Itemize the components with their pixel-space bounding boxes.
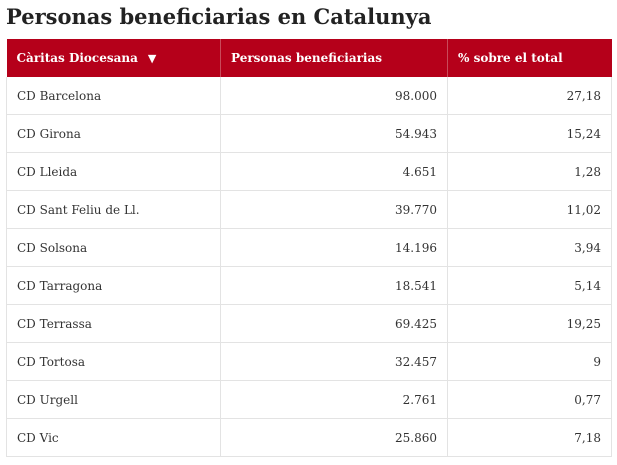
table-row: CD Urgell 2.761 0,77 [6,380,612,419]
column-header-percent[interactable]: % sobre el total [447,39,612,77]
cell-caritas: CD Tortosa [6,342,221,381]
cell-beneficiarias: 69.425 [220,304,448,343]
cell-beneficiarias: 2.761 [220,380,448,419]
cell-caritas: CD Urgell [6,380,221,419]
cell-beneficiarias: 25.860 [220,418,448,457]
table-row: CD Tortosa 32.457 9 [6,342,612,381]
cell-percent: 1,28 [447,152,612,191]
column-header-label: Càritas Diocesana [16,51,138,65]
page-title: Personas beneficiarias en Catalunya [6,4,432,29]
cell-beneficiarias: 98.000 [220,77,448,115]
table-row: CD Girona 54.943 15,24 [6,114,612,153]
table-row: CD Sant Feliu de Ll. 39.770 11,02 [6,190,612,229]
cell-percent: 9 [447,342,612,381]
cell-percent: 27,18 [447,77,612,115]
table-row: CD Tarragona 18.541 5,14 [6,266,612,305]
cell-beneficiarias: 32.457 [220,342,448,381]
cell-beneficiarias: 18.541 [220,266,448,305]
cell-caritas: CD Terrassa [6,304,221,343]
column-header-label: Personas beneficiarias [231,51,383,65]
cell-caritas: CD Vic [6,418,221,457]
table-row: CD Terrassa 69.425 19,25 [6,304,612,343]
cell-percent: 15,24 [447,114,612,153]
table-row: CD Solsona 14.196 3,94 [6,228,612,267]
cell-caritas: CD Lleida [6,152,221,191]
cell-percent: 5,14 [447,266,612,305]
cell-caritas: CD Girona [6,114,221,153]
cell-percent: 7,18 [447,418,612,457]
cell-beneficiarias: 14.196 [220,228,448,267]
table-row: CD Barcelona 98.000 27,18 [6,77,612,115]
cell-beneficiarias: 4.651 [220,152,448,191]
cell-percent: 11,02 [447,190,612,229]
cell-caritas: CD Sant Feliu de Ll. [6,190,221,229]
column-header-label: % sobre el total [458,51,563,65]
cell-caritas: CD Solsona [6,228,221,267]
cell-percent: 19,25 [447,304,612,343]
table-row: CD Lleida 4.651 1,28 [6,152,612,191]
table-header-row: Càritas Diocesana ▼ Personas beneficiaria… [6,39,612,77]
column-header-caritas[interactable]: Càritas Diocesana ▼ [6,39,221,77]
cell-caritas: CD Tarragona [6,266,221,305]
cell-beneficiarias: 54.943 [220,114,448,153]
cell-percent: 0,77 [447,380,612,419]
cell-percent: 3,94 [447,228,612,267]
column-header-beneficiarias[interactable]: Personas beneficiarias [220,39,448,77]
beneficiaries-table: Càritas Diocesana ▼ Personas beneficiaria… [6,39,612,457]
table-row: CD Vic 25.860 7,18 [6,418,612,457]
sort-descending-icon: ▼ [147,52,157,65]
cell-caritas: CD Barcelona [6,77,221,115]
cell-beneficiarias: 39.770 [220,190,448,229]
